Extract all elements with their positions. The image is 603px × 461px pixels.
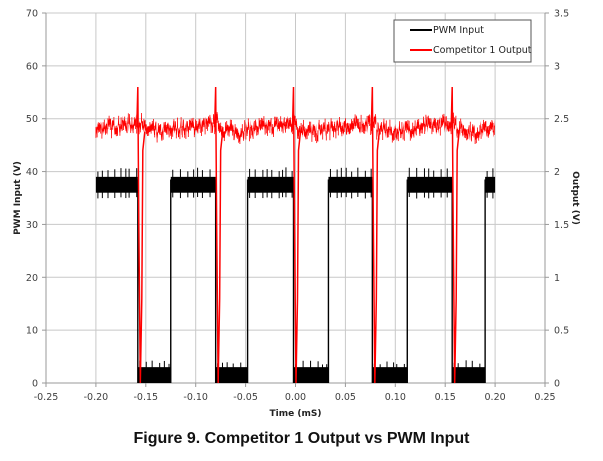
figure-caption: Figure 9. Competitor 1 Output vs PWM Inp…: [133, 430, 470, 447]
x-tick-label: -0.25: [34, 392, 59, 403]
x-tick-label: 0.20: [485, 392, 506, 403]
y2-tick-label: 2: [554, 167, 560, 178]
y-tick-label: 10: [26, 326, 38, 337]
x-tick-label: 0.25: [534, 392, 555, 403]
legend-box: [393, 19, 532, 63]
legend-label-pwm: PWM Input: [433, 25, 484, 36]
y2-tick-label: 2.5: [554, 114, 569, 125]
y-tick-label: 20: [26, 273, 38, 284]
x-tick-label: -0.20: [84, 392, 109, 403]
x-tick-label: -0.05: [233, 392, 258, 403]
y-tick-label: 0: [32, 379, 38, 390]
x-tick-label: 0.00: [285, 392, 306, 403]
y-tick-label: 40: [26, 167, 38, 178]
y2-tick-label: 3.5: [554, 9, 569, 20]
x-tick-label: -0.15: [134, 392, 159, 403]
x-tick-label: 0.10: [385, 392, 406, 403]
x-tick-label: 0.05: [335, 392, 356, 403]
y2-tick-label: 3: [554, 61, 560, 72]
y-tick-label: 70: [26, 9, 38, 20]
x-axis-title: Time (mS): [270, 409, 322, 419]
y-tick-label: 30: [26, 220, 38, 231]
y2-tick-label: 1.5: [554, 220, 569, 231]
y2-axis-title: Output (V): [570, 171, 580, 225]
y-tick-label: 50: [26, 114, 38, 125]
y2-tick-label: 1: [554, 273, 560, 284]
y-tick-label: 60: [26, 61, 38, 72]
legend-label-output: Competitor 1 Output: [433, 45, 532, 56]
y-axis-title: PWM Input (V): [13, 161, 23, 235]
tick-labels: -0.25 -0.20 -0.15 -0.10 -0.05 0.00 0.05 0.10 0.1…: [26, 9, 569, 404]
x-tick-label: 0.15: [435, 392, 456, 403]
chart: -0.25 -0.20 -0.15 -0.10 -0.05 0.00 0.05 0.10 0.1…: [13, 9, 580, 420]
x-tick-label: -0.10: [183, 392, 208, 403]
legend: PWM Input Competitor 1 Output: [393, 19, 532, 63]
y2-tick-label: 0: [554, 379, 560, 390]
y2-tick-label: 0.5: [554, 326, 569, 337]
series-competitor-output: [95, 86, 495, 384]
